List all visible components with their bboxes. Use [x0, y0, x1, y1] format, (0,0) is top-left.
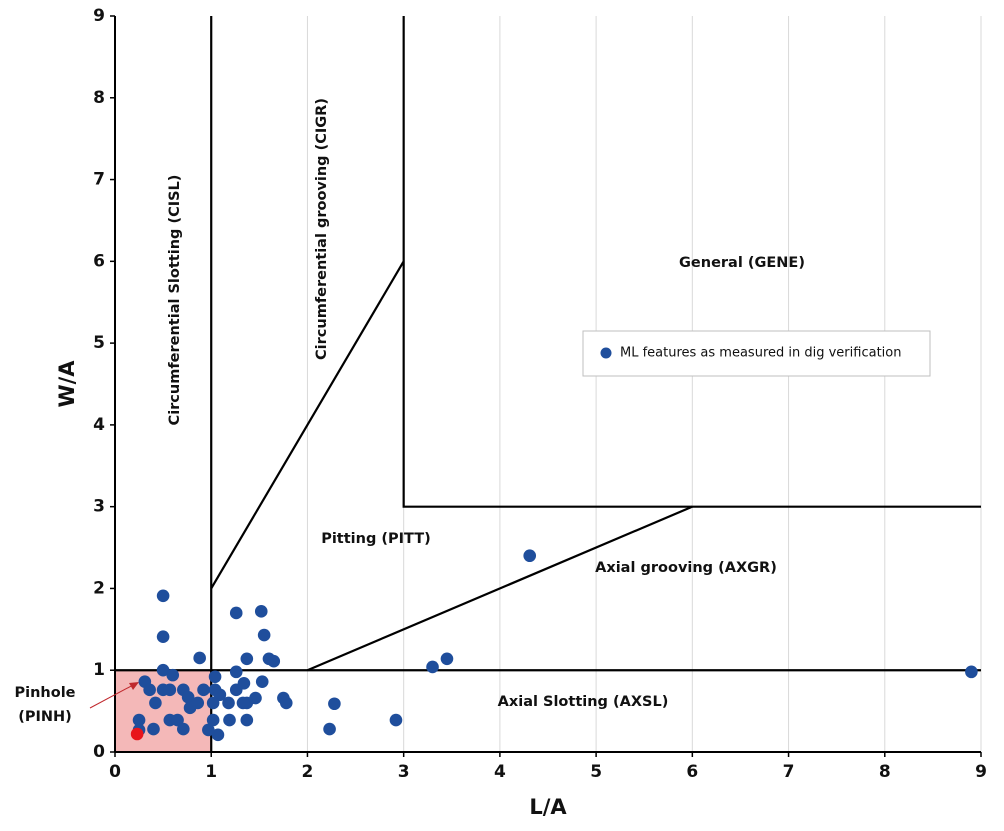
data-point: [181, 690, 195, 704]
data-point: [177, 722, 190, 736]
data-point: [426, 660, 439, 674]
pinhole-arrowhead: [129, 682, 139, 690]
y-tick-label: 2: [93, 578, 105, 598]
region-label: Circumferential Slotting (CISL): [167, 175, 183, 426]
x-tick-label: 8: [879, 762, 891, 782]
data-point: [163, 683, 177, 697]
y-tick-label: 0: [93, 742, 105, 762]
data-point: [257, 628, 271, 642]
region-boundary: [210, 260, 405, 590]
x-tick-label: 4: [494, 762, 506, 782]
y-tick-label: 6: [93, 251, 105, 271]
data-point: [143, 683, 156, 697]
region-boundary: [402, 16, 981, 508]
y-tick-label: 8: [93, 88, 105, 108]
data-point: [240, 652, 254, 666]
data-point: [236, 696, 250, 710]
data-point: [202, 723, 215, 737]
data-point: [156, 630, 170, 643]
x-tick-label: 3: [398, 762, 410, 782]
y-axis-label: W/A: [55, 360, 79, 408]
y-tick-label: 1: [93, 660, 105, 680]
data-point: [267, 654, 281, 668]
data-point: [523, 549, 537, 563]
data-point: [389, 713, 403, 727]
data-point: [229, 665, 243, 679]
data-point: [328, 697, 341, 711]
x-tick-label: 9: [975, 762, 987, 782]
region-label: Pitting (PITT): [321, 531, 431, 547]
x-tick-label: 7: [783, 762, 795, 782]
data-point: [323, 722, 336, 736]
data-point: [156, 663, 170, 677]
data-point: [147, 722, 160, 736]
region-label: (PINH): [18, 709, 72, 725]
region-label: Axial grooving (AXGR): [595, 560, 777, 576]
data-point: [197, 683, 210, 697]
region-label: General (GENE): [679, 255, 805, 271]
data-point: [206, 696, 220, 710]
data-point: [279, 696, 293, 710]
data-point: [208, 670, 222, 684]
data-point: [254, 605, 268, 618]
data-point: [240, 713, 254, 727]
data-point: [255, 675, 269, 688]
data-point: [166, 668, 180, 682]
data-point: [965, 665, 978, 679]
y-tick-label: 3: [93, 497, 105, 517]
data-point: [156, 589, 170, 603]
pinhole-region: [114, 669, 212, 753]
y-tick-label: 7: [93, 170, 105, 190]
data-point: [171, 713, 184, 727]
region-label: Axial Slotting (AXSL): [498, 694, 669, 710]
x-tick-label: 2: [302, 762, 314, 782]
data-point: [191, 696, 205, 710]
y-tick-label: 9: [93, 6, 105, 26]
data-point: [229, 606, 243, 620]
legend-marker: [600, 347, 612, 359]
region-label: Circumferential grooving (CIGR): [314, 98, 330, 360]
pinhole-arrow: [89, 683, 136, 709]
data-point: [132, 713, 146, 727]
x-tick-label: 1: [205, 762, 217, 782]
region-label: Pinhole: [14, 685, 75, 701]
data-point: [130, 727, 144, 741]
data-point: [193, 651, 206, 665]
legend-box: [582, 330, 931, 377]
data-point: [223, 713, 236, 727]
x-tick-label: 6: [686, 762, 698, 782]
region-boundary: [307, 505, 693, 672]
y-tick-label: 5: [93, 333, 105, 353]
x-axis-label: L/A: [529, 795, 567, 819]
legend-label: ML features as measured in dig verificat…: [620, 346, 901, 361]
data-point: [237, 677, 251, 690]
x-tick-label: 0: [109, 762, 121, 782]
data-point: [149, 696, 162, 710]
data-point: [222, 696, 235, 710]
data-point: [211, 728, 225, 742]
data-point: [206, 713, 220, 727]
data-point: [440, 652, 454, 666]
x-tick-label: 5: [590, 762, 602, 782]
y-tick-label: 4: [93, 415, 105, 435]
